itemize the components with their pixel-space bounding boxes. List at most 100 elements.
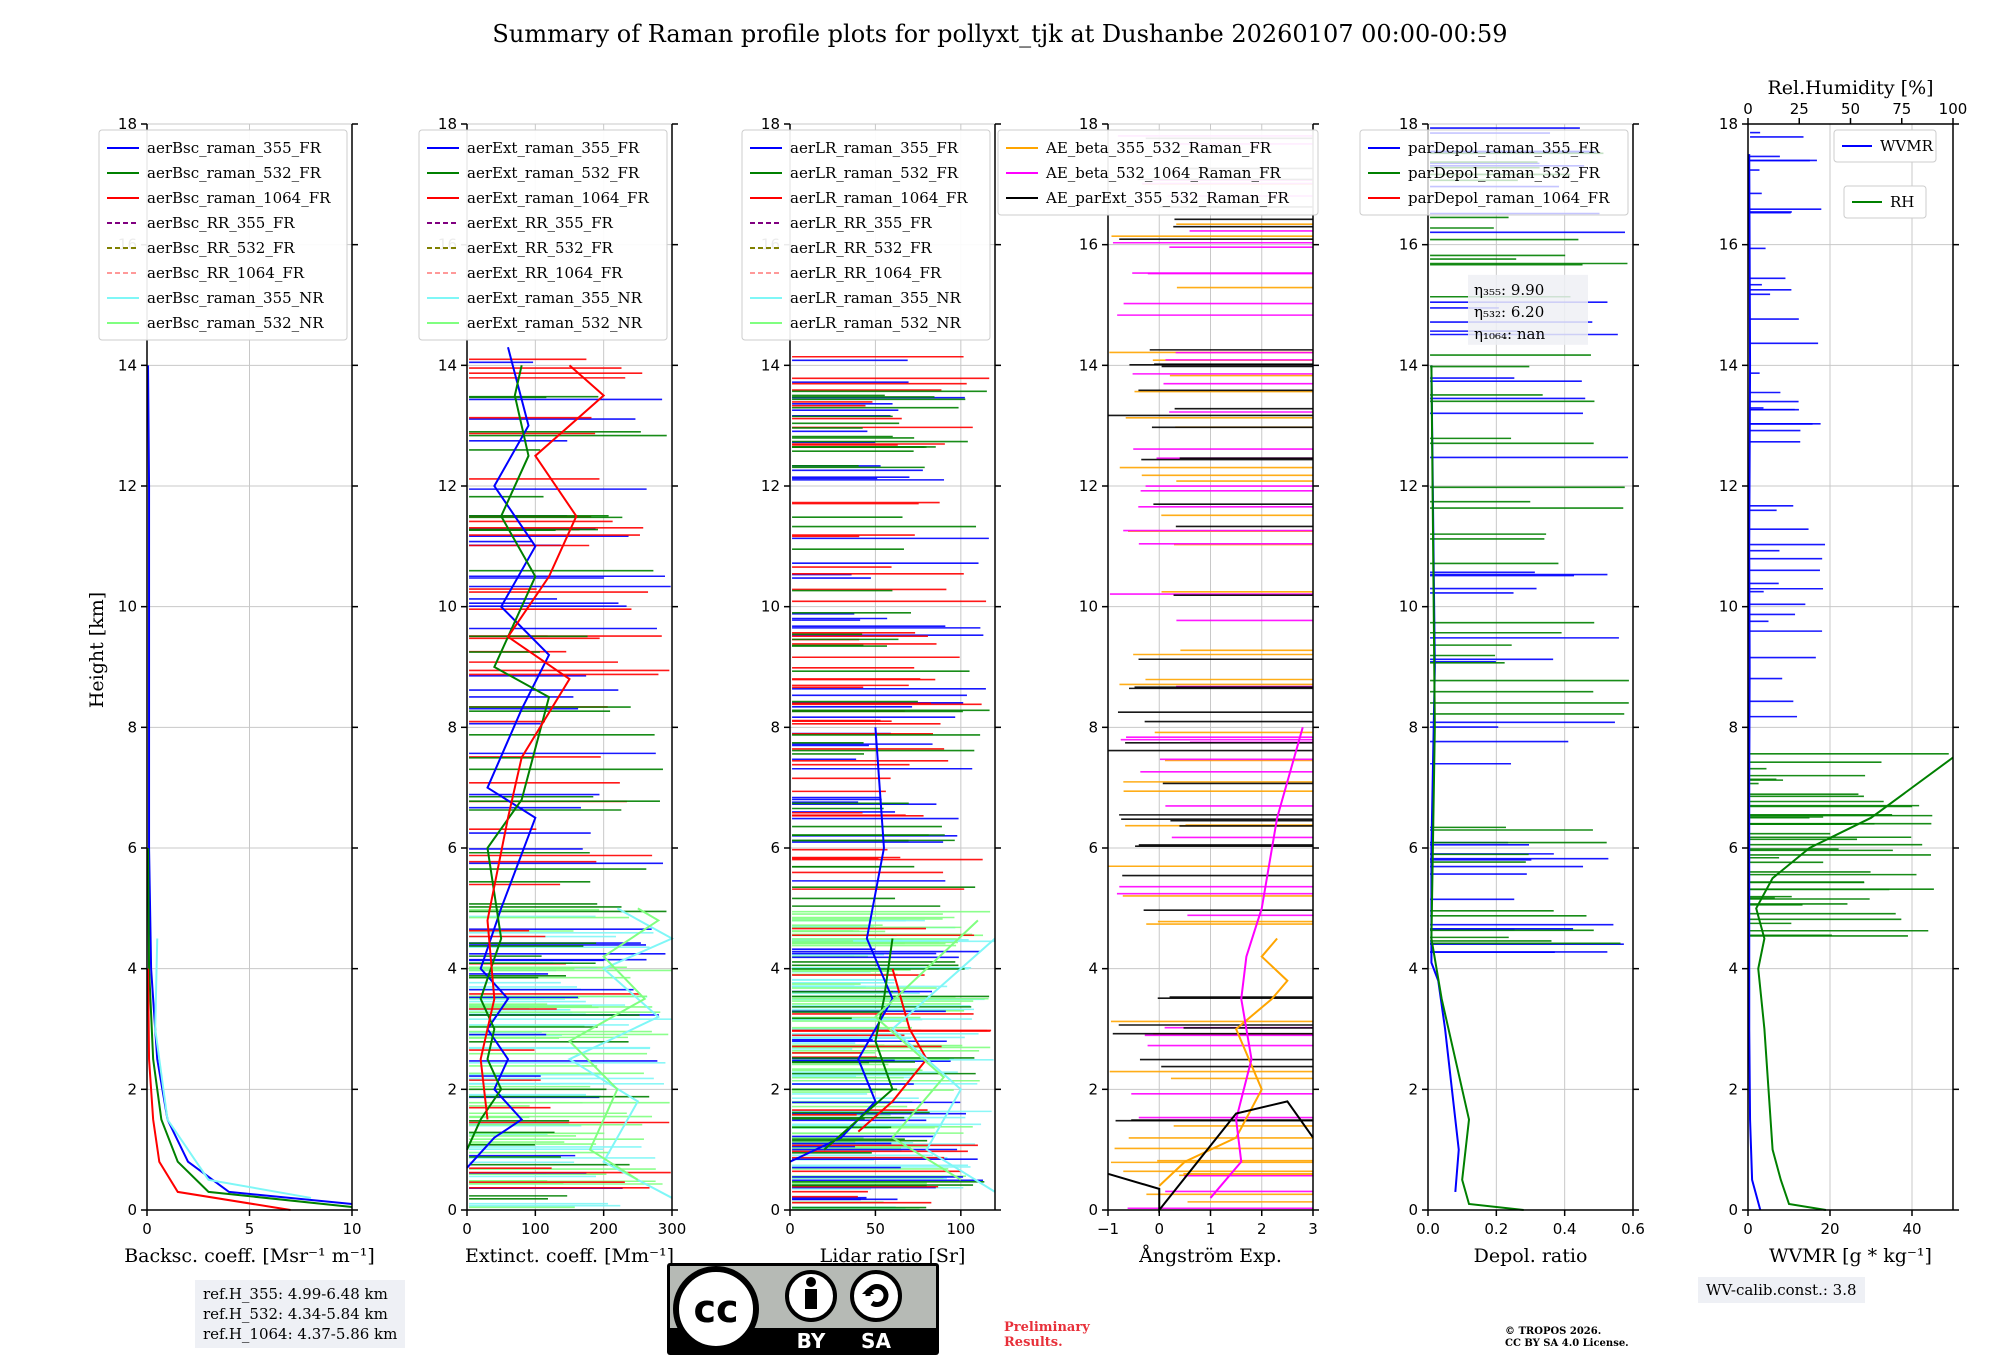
panel-lidarratio: 024681012141618050100Lidar ratio [Sr]aer…	[741, 115, 1001, 1267]
legend-entry: parDepol_raman_1064_FR	[1408, 189, 1610, 207]
legend-entry: aerExt_raman_355_NR	[467, 289, 643, 307]
y-tick-label: 12	[1719, 477, 1738, 495]
series-AE_beta_532_1064_Raman_FR	[1209, 727, 1304, 1199]
legend-box	[98, 129, 348, 341]
y-tick-label: 10	[761, 598, 780, 616]
panels-group: 0246810121416180510Backsc. coeff. [Msr⁻¹…	[98, 77, 1967, 1267]
legend-box	[1359, 129, 1629, 216]
preliminary-note: Preliminary Results.	[1004, 1320, 1124, 1350]
y-tick-label: 2	[447, 1080, 457, 1098]
y-tick-label: 4	[770, 960, 780, 978]
eta-annotation: η₅₃₂: 6.20	[1474, 303, 1544, 321]
y-tick-label: 14	[761, 356, 780, 374]
legend-entry: AE_beta_355_532_Raman_FR	[1045, 139, 1272, 157]
legend-entry: aerBsc_raman_1064_FR	[147, 189, 331, 207]
legend-box	[741, 129, 991, 341]
y-tick-label: 0	[127, 1201, 137, 1219]
series-aerExt_raman_355_NR	[567, 907, 675, 1199]
legend-entry: aerLR_raman_355_NR	[790, 289, 961, 307]
top-tick-label: 75	[1892, 100, 1911, 118]
x-axis-label: Backsc. coeff. [Msr⁻¹ m⁻¹]	[124, 1245, 375, 1267]
x-tick-label: 0.6	[1621, 1220, 1645, 1238]
top-tick-label: 25	[1790, 100, 1809, 118]
series-WVMR	[1748, 154, 1762, 1211]
eta-annotation: η₁₀₆₄: nan	[1474, 325, 1545, 343]
y-tick-label: 0	[1408, 1201, 1418, 1219]
x-tick-label: 0	[142, 1220, 152, 1238]
legend-entry: aerExt_raman_532_FR	[467, 164, 640, 182]
legend-entry: aerBsc_RR_532_FR	[147, 239, 295, 257]
wv-calibration-box: WV-calib.const.: 3.8	[1698, 1277, 1865, 1303]
top-axis-label: Rel.Humidity [%]	[1767, 77, 1933, 99]
legend-entry: WVMR	[1880, 137, 1934, 155]
reference-heights-box: ref.H_355: 4.99-6.48 km ref.H_532: 4.34-…	[195, 1280, 406, 1348]
series-aerLR_raman_532_FR	[823, 938, 894, 1151]
series-aerLR_raman_355_FR	[789, 727, 894, 1163]
series-aerBsc_raman_355_NR	[154, 938, 312, 1199]
x-tick-label: 0	[1743, 1220, 1753, 1238]
y-tick-label: 6	[447, 839, 457, 857]
x-tick-label: 0	[785, 1220, 795, 1238]
y-tick-label: 18	[1719, 115, 1738, 133]
y-tick-label: 10	[438, 598, 457, 616]
x-axis-label: Lidar ratio [Sr]	[820, 1245, 966, 1267]
y-tick-label: 18	[1399, 115, 1418, 133]
y-tick-label: 8	[447, 718, 457, 736]
eta-box	[1468, 274, 1588, 345]
legend-entry: aerExt_RR_532_FR	[467, 239, 614, 257]
y-tick-label: 12	[118, 477, 137, 495]
x-tick-label: 2	[1257, 1220, 1267, 1238]
x-tick-label: 20	[1820, 1220, 1839, 1238]
y-tick-label: 14	[118, 356, 137, 374]
y-tick-label: 10	[1079, 598, 1098, 616]
legend-entry: aerLR_RR_355_FR	[790, 214, 932, 232]
y-tick-label: 16	[1399, 236, 1418, 254]
series-parDepol_raman_355_FR	[1430, 365, 1460, 1192]
x-tick-label: 1	[1206, 1220, 1216, 1238]
y-tick-label: 16	[1719, 236, 1738, 254]
legend-entry: parDepol_raman_355_FR	[1408, 139, 1601, 157]
preliminary-line-2: Results.	[1004, 1335, 1063, 1350]
legend-entry: aerBsc_raman_355_NR	[147, 289, 324, 307]
x-axis-label: Ångström Exp.	[1138, 1245, 1282, 1267]
y-tick-label: 10	[118, 598, 137, 616]
x-tick-label: 0	[1154, 1220, 1164, 1238]
y-tick-label: 8	[770, 718, 780, 736]
y-tick-label: 8	[1408, 718, 1418, 736]
ref-height-355: ref.H_355: 4.99-6.48 km	[203, 1285, 388, 1303]
legend-entry: aerLR_raman_532_NR	[790, 314, 961, 332]
y-tick-label: 14	[438, 356, 457, 374]
y-tick-label: 14	[1079, 356, 1098, 374]
x-tick-label: 0.2	[1484, 1220, 1508, 1238]
copyright-line-1: © TROPOS 2026.	[1505, 1326, 1602, 1337]
legend-entry: aerExt_RR_355_FR	[467, 214, 614, 232]
y-tick-label: 18	[761, 115, 780, 133]
y-tick-label: 2	[1728, 1080, 1738, 1098]
y-tick-label: 12	[761, 477, 780, 495]
copyright-note: © TROPOS 2026. CC BY SA 4.0 License.	[1505, 1326, 1705, 1350]
x-tick-label: 0.0	[1416, 1220, 1440, 1238]
panel-extinction: 0246810121416180100200300Extinct. coeff.…	[418, 115, 686, 1267]
copyright-line-2: CC BY SA 4.0 License.	[1505, 1338, 1629, 1349]
x-tick-label: 0	[462, 1220, 472, 1238]
legend-entry: AE_parExt_355_532_Raman_FR	[1045, 189, 1290, 207]
series-aerExt_raman_1064_FR	[479, 364, 606, 1120]
legend-entry: aerBsc_raman_355_FR	[147, 139, 322, 157]
legend-box	[997, 129, 1319, 216]
cc-logo-icon	[673, 1266, 759, 1352]
y-tick-label: 8	[127, 718, 137, 736]
legend-entry: aerExt_RR_1064_FR	[467, 264, 623, 282]
y-tick-label: 8	[1728, 718, 1738, 736]
figure-title: Summary of Raman profile plots for polly…	[492, 20, 1508, 48]
y-axis-label: Height [km]	[86, 592, 108, 708]
x-tick-label: 0.4	[1553, 1220, 1577, 1238]
panel-backscatter: 0246810121416180510Backsc. coeff. [Msr⁻¹…	[98, 115, 375, 1267]
legend-entry: parDepol_raman_532_FR	[1408, 164, 1601, 182]
y-tick-label: 10	[1399, 598, 1418, 616]
ref-height-1064: ref.H_1064: 4.37-5.86 km	[203, 1325, 398, 1343]
share-alike-icon	[850, 1270, 902, 1322]
x-tick-label: 5	[245, 1220, 255, 1238]
series-aerExt_raman_532_NR	[567, 907, 661, 1181]
